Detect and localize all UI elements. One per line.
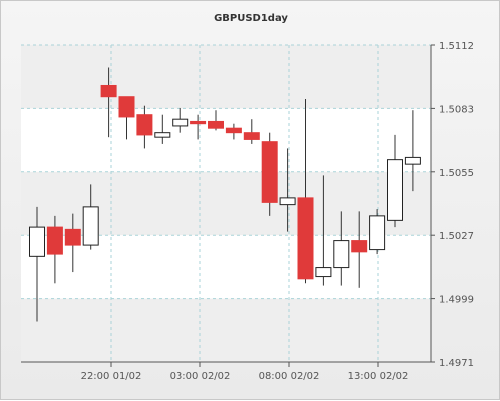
candle-down bbox=[208, 120, 224, 129]
candle-down bbox=[64, 228, 81, 246]
chart-title: GBPUSD1day bbox=[214, 13, 288, 24]
x-tick-label: 08:00 02/02 bbox=[259, 371, 320, 382]
y-tick-label: 1.5055 bbox=[439, 168, 474, 179]
candle-up bbox=[404, 156, 421, 165]
candle-down bbox=[46, 226, 63, 255]
y-tick-label: 1.5112 bbox=[439, 41, 474, 52]
x-tick-label: 13:00 02/02 bbox=[348, 371, 409, 382]
candle-down bbox=[190, 120, 207, 125]
candle-down bbox=[297, 197, 314, 280]
candle-down bbox=[100, 84, 117, 98]
plot-background bbox=[21, 45, 431, 362]
candle-up bbox=[82, 206, 99, 246]
candle-up bbox=[172, 118, 189, 127]
candle-up bbox=[387, 159, 403, 221]
y-tick-label: 1.5027 bbox=[439, 231, 474, 242]
candle-down bbox=[351, 240, 368, 253]
y-tick-label: 1.5083 bbox=[439, 104, 474, 115]
candle-down bbox=[225, 127, 242, 134]
candle-up bbox=[333, 240, 350, 269]
plot-area bbox=[21, 45, 431, 362]
candles bbox=[29, 67, 421, 322]
x-tick-label: 22:00 01/02 bbox=[81, 371, 142, 382]
y-tick-label: 1.4971 bbox=[439, 358, 474, 369]
axes: 1.5112 1.5083 1.5055 1.5027 1.4999 1.4971 22:0… bbox=[21, 41, 474, 382]
candle-up bbox=[154, 132, 171, 138]
candle-down bbox=[136, 114, 153, 136]
candle-up bbox=[315, 267, 332, 278]
candle-down bbox=[118, 96, 135, 118]
candle-up bbox=[29, 226, 45, 257]
candle-up bbox=[369, 215, 386, 251]
x-tick-label: 03:00 02/02 bbox=[170, 371, 231, 382]
candle-down bbox=[261, 141, 278, 203]
candle-up bbox=[279, 197, 296, 206]
plot-band bbox=[21, 108, 431, 172]
y-tick-label: 1.4999 bbox=[439, 295, 474, 306]
candle-down bbox=[243, 132, 260, 140]
